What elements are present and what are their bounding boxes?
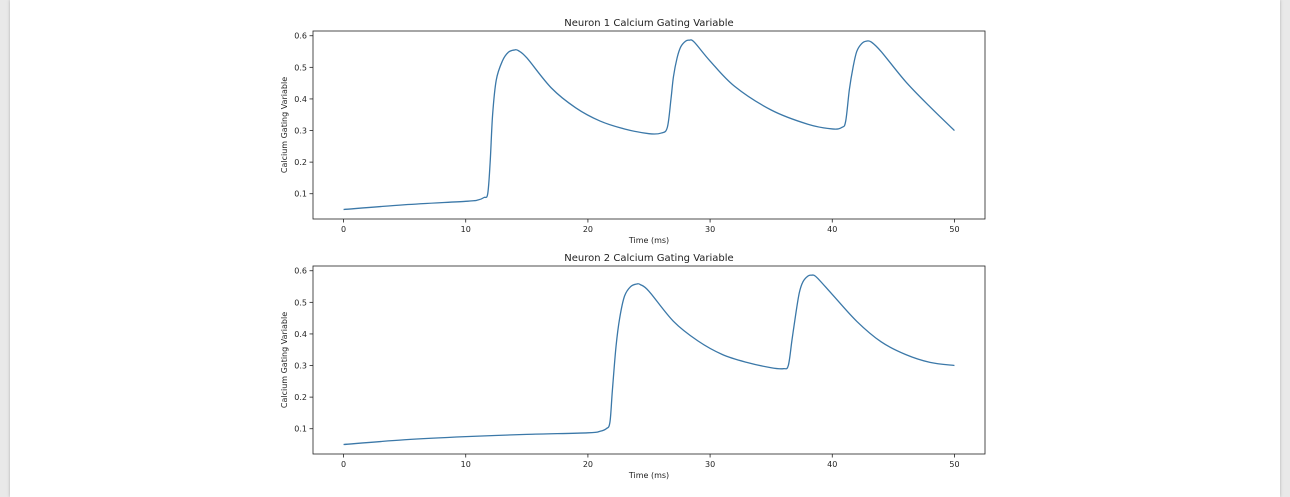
y-tick-label: 0.3 [294,362,307,371]
plot-frame [312,30,986,220]
x-tick-label: 40 [827,225,837,234]
figure: Neuron 1 Calcium Gating Variable 0 10 20 30 4… [280,18,986,480]
y-tick-label: 0.5 [294,63,307,72]
x-tick-label: 40 [827,460,837,469]
x-tick-label: 10 [461,225,471,234]
chart-title: Neuron 2 Calcium Gating Variable [564,253,733,264]
y-tick-label: 0.2 [294,158,307,167]
y-tick-label: 0.4 [294,95,307,104]
y-axis-label: Calcium Gating Variable [280,312,289,408]
chart-panel-2: Neuron 2 Calcium Gating Variable 0 10 20 30 4… [280,253,986,480]
x-tick-label: 50 [949,460,959,469]
document-page: Neuron 1 Calcium Gating Variable 0 10 20 30 4… [10,0,1280,497]
y-tick-label: 0.6 [294,267,307,276]
x-tick-label: 20 [583,225,593,234]
x-tick-label: 10 [461,460,471,469]
plot-frame [312,265,986,455]
x-tick-label: 0 [341,225,346,234]
y-tick-label: 0.6 [294,32,307,41]
x-tick-label: 30 [705,225,715,234]
x-tick-label: 20 [583,460,593,469]
y-tick-label: 0.5 [294,298,307,307]
y-tick-label: 0.3 [294,127,307,136]
x-tick-label: 0 [341,460,346,469]
series-line [343,39,955,211]
y-tick-label: 0.1 [294,190,307,199]
x-tick-label: 50 [949,225,959,234]
y-tick-label: 0.4 [294,330,307,339]
x-axis-label: Time (ms) [628,471,669,480]
chart-panel-1: Neuron 1 Calcium Gating Variable 0 10 20 30 4… [280,18,986,245]
x-tick-label: 30 [705,460,715,469]
y-tick-label: 0.1 [294,425,307,434]
x-axis-label: Time (ms) [628,236,669,245]
y-tick-label: 0.2 [294,393,307,402]
chart-title: Neuron 1 Calcium Gating Variable [564,18,733,29]
y-axis-label: Calcium Gating Variable [280,77,289,173]
series-line [343,274,955,446]
